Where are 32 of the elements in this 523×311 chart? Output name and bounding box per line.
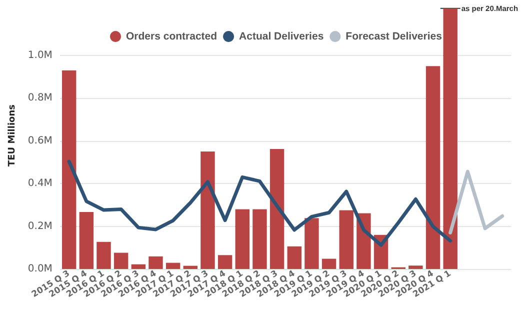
bar: [166, 262, 180, 269]
bar: [218, 255, 232, 269]
bar: [270, 148, 284, 269]
legend-label: Orders contracted: [126, 30, 218, 42]
bar: [408, 266, 423, 269]
bar: [131, 264, 146, 269]
bar: [304, 218, 319, 269]
bar: [252, 209, 267, 269]
bar: [426, 66, 440, 269]
bar: [79, 212, 94, 269]
bar: [62, 70, 76, 269]
y-tick-label: 0.4M: [28, 178, 52, 190]
y-axis-title: TEU Millions: [8, 104, 18, 166]
legend-label: Forecast Deliveries: [346, 30, 442, 42]
bar: [235, 209, 250, 269]
y-tick-label: 1.0M: [28, 50, 52, 61]
bar: [114, 252, 128, 269]
bar: [322, 258, 336, 269]
bar: [200, 152, 215, 269]
y-tick-label: 0.2M: [28, 220, 52, 232]
bar: [287, 246, 302, 269]
legend-label: Actual Deliveries: [239, 30, 324, 42]
bar: [339, 210, 354, 269]
bar: [96, 242, 111, 269]
y-tick-label: 0.6M: [28, 135, 52, 146]
line-series: [448, 170, 504, 234]
line-series: [67, 160, 452, 247]
y-tick-label: 0.0M: [28, 264, 52, 274]
bar: [183, 266, 198, 269]
bar: [443, 8, 458, 269]
bar: [148, 256, 163, 269]
y-tick-label: 0.8M: [28, 92, 52, 104]
